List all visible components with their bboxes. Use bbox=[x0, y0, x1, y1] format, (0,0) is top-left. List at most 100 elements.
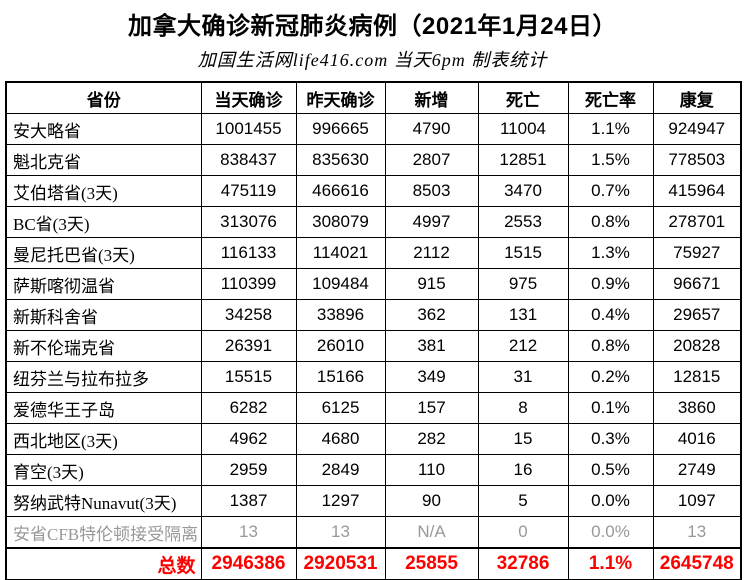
cell-today: 2959 bbox=[200, 454, 297, 486]
cell-death-rate: 0.8% bbox=[567, 330, 654, 362]
cell-province: 安省CFB特伦顿接受隔离 bbox=[5, 516, 202, 549]
total-row: 总数 2946386 2920531 25855 32786 1.1% 2645… bbox=[5, 547, 742, 580]
table-row: 爱德华王子岛 6282 6125 157 8 0.1% 3860 bbox=[5, 392, 742, 424]
cell-today: 1001455 bbox=[200, 113, 297, 145]
table-body: 安大略省 1001455 996665 4790 11004 1.1% 924947 魁北克省… bbox=[5, 113, 742, 549]
cell-deaths: 12851 bbox=[477, 144, 569, 176]
cell-deaths: 3470 bbox=[477, 175, 569, 207]
cell-death-rate: 0.2% bbox=[567, 361, 654, 393]
cell-today: 15515 bbox=[200, 361, 297, 393]
cell-today: 4962 bbox=[200, 423, 297, 455]
total-death-rate: 1.1% bbox=[567, 547, 654, 580]
cell-province: 新斯科舍省 bbox=[5, 299, 202, 331]
cell-today: 26391 bbox=[200, 330, 297, 362]
cell-new: 282 bbox=[384, 423, 479, 455]
cell-recovered: 12815 bbox=[652, 361, 742, 393]
cell-today: 34258 bbox=[200, 299, 297, 331]
cell-recovered: 2749 bbox=[652, 454, 742, 486]
cell-recovered: 4016 bbox=[652, 423, 742, 455]
cell-province: BC省(3天) bbox=[5, 206, 202, 238]
header-deaths: 死亡 bbox=[477, 81, 569, 114]
cell-recovered: 75927 bbox=[652, 237, 742, 269]
cell-province: 魁北克省 bbox=[5, 144, 202, 176]
covid-stats-table: 省份 当天确诊 昨天确诊 新增 死亡 死亡率 康复 安大略省 1001455 996… bbox=[5, 81, 742, 580]
cell-province: 西北地区(3天) bbox=[5, 423, 202, 455]
cell-yesterday: 1297 bbox=[295, 485, 386, 517]
table-row: 新不伦瑞克省 26391 26010 381 212 0.8% 20828 bbox=[5, 330, 742, 362]
cell-deaths: 11004 bbox=[477, 113, 569, 145]
cell-deaths: 212 bbox=[477, 330, 569, 362]
cell-recovered: 13 bbox=[652, 516, 742, 549]
cell-deaths: 0 bbox=[477, 516, 569, 549]
header-today-confirmed: 当天确诊 bbox=[200, 81, 297, 114]
cell-province: 纽芬兰与拉布拉多 bbox=[5, 361, 202, 393]
table-row: 萨斯喀彻温省 110399 109484 915 975 0.9% 96671 bbox=[5, 268, 742, 300]
table-row: 育空(3天) 2959 2849 110 16 0.5% 2749 bbox=[5, 454, 742, 486]
cell-death-rate: 0.9% bbox=[567, 268, 654, 300]
cell-new: 362 bbox=[384, 299, 479, 331]
cell-death-rate: 0.7% bbox=[567, 175, 654, 207]
total-recovered: 2645748 bbox=[652, 547, 742, 580]
cell-province: 新不伦瑞克省 bbox=[5, 330, 202, 362]
cell-deaths: 975 bbox=[477, 268, 569, 300]
cell-recovered: 415964 bbox=[652, 175, 742, 207]
cell-today: 110399 bbox=[200, 268, 297, 300]
cell-death-rate: 1.1% bbox=[567, 113, 654, 145]
covid-report-page: 加拿大确诊新冠肺炎病例（2021年1月24日） 加国生活网life416.com… bbox=[0, 6, 745, 580]
cell-province: 曼尼托巴省(3天) bbox=[5, 237, 202, 269]
total-deaths: 32786 bbox=[477, 547, 569, 580]
cell-province: 安大略省 bbox=[5, 113, 202, 145]
cell-province: 努纳武特Nunavut(3天) bbox=[5, 485, 202, 517]
cell-deaths: 131 bbox=[477, 299, 569, 331]
cell-deaths: 16 bbox=[477, 454, 569, 486]
total-today-confirmed: 2946386 bbox=[200, 547, 297, 580]
cell-death-rate: 1.3% bbox=[567, 237, 654, 269]
cell-today: 838437 bbox=[200, 144, 297, 176]
cell-recovered: 96671 bbox=[652, 268, 742, 300]
cell-death-rate: 0.0% bbox=[567, 516, 654, 549]
cell-province: 萨斯喀彻温省 bbox=[5, 268, 202, 300]
cell-death-rate: 0.4% bbox=[567, 299, 654, 331]
cell-recovered: 29657 bbox=[652, 299, 742, 331]
cell-yesterday: 835630 bbox=[295, 144, 386, 176]
cell-deaths: 1515 bbox=[477, 237, 569, 269]
cell-today: 116133 bbox=[200, 237, 297, 269]
cell-recovered: 778503 bbox=[652, 144, 742, 176]
cell-new: 2112 bbox=[384, 237, 479, 269]
table-row: BC省(3天) 313076 308079 4997 2553 0.8% 278701 bbox=[5, 206, 742, 238]
header-new-cases: 新增 bbox=[384, 81, 479, 114]
table-row: 魁北克省 838437 835630 2807 12851 1.5% 778503 bbox=[5, 144, 742, 176]
cell-new: 4997 bbox=[384, 206, 479, 238]
cell-new: 2807 bbox=[384, 144, 479, 176]
cell-province: 艾伯塔省(3天) bbox=[5, 175, 202, 207]
cell-new: N/A bbox=[384, 516, 479, 549]
cell-new: 4790 bbox=[384, 113, 479, 145]
cell-death-rate: 0.3% bbox=[567, 423, 654, 455]
cell-death-rate: 0.8% bbox=[567, 206, 654, 238]
cell-yesterday: 15166 bbox=[295, 361, 386, 393]
cell-recovered: 924947 bbox=[652, 113, 742, 145]
table-row: 新斯科舍省 34258 33896 362 131 0.4% 29657 bbox=[5, 299, 742, 331]
cell-new: 157 bbox=[384, 392, 479, 424]
table-row: 纽芬兰与拉布拉多 15515 15166 349 31 0.2% 12815 bbox=[5, 361, 742, 393]
total-label: 总数 bbox=[5, 547, 202, 580]
header-yesterday-confirmed: 昨天确诊 bbox=[295, 81, 386, 114]
page-subtitle: 加国生活网life416.com 当天6pm 制表统计 bbox=[197, 50, 548, 70]
header-row: 省份 当天确诊 昨天确诊 新增 死亡 死亡率 康复 bbox=[5, 81, 742, 114]
cell-recovered: 278701 bbox=[652, 206, 742, 238]
cell-recovered: 1097 bbox=[652, 485, 742, 517]
table-row: 曼尼托巴省(3天) 116133 114021 2112 1515 1.3% 75927 bbox=[5, 237, 742, 269]
cell-new: 110 bbox=[384, 454, 479, 486]
cell-today: 313076 bbox=[200, 206, 297, 238]
cell-yesterday: 13 bbox=[295, 516, 386, 549]
cell-new: 90 bbox=[384, 485, 479, 517]
header-death-rate: 死亡率 bbox=[567, 81, 654, 114]
cell-new: 8503 bbox=[384, 175, 479, 207]
header-recovered: 康复 bbox=[652, 81, 742, 114]
header-province: 省份 bbox=[5, 81, 202, 114]
cell-deaths: 8 bbox=[477, 392, 569, 424]
table-row: 艾伯塔省(3天) 475119 466616 8503 3470 0.7% 415964 bbox=[5, 175, 742, 207]
cell-death-rate: 0.1% bbox=[567, 392, 654, 424]
cell-yesterday: 996665 bbox=[295, 113, 386, 145]
cell-deaths: 2553 bbox=[477, 206, 569, 238]
